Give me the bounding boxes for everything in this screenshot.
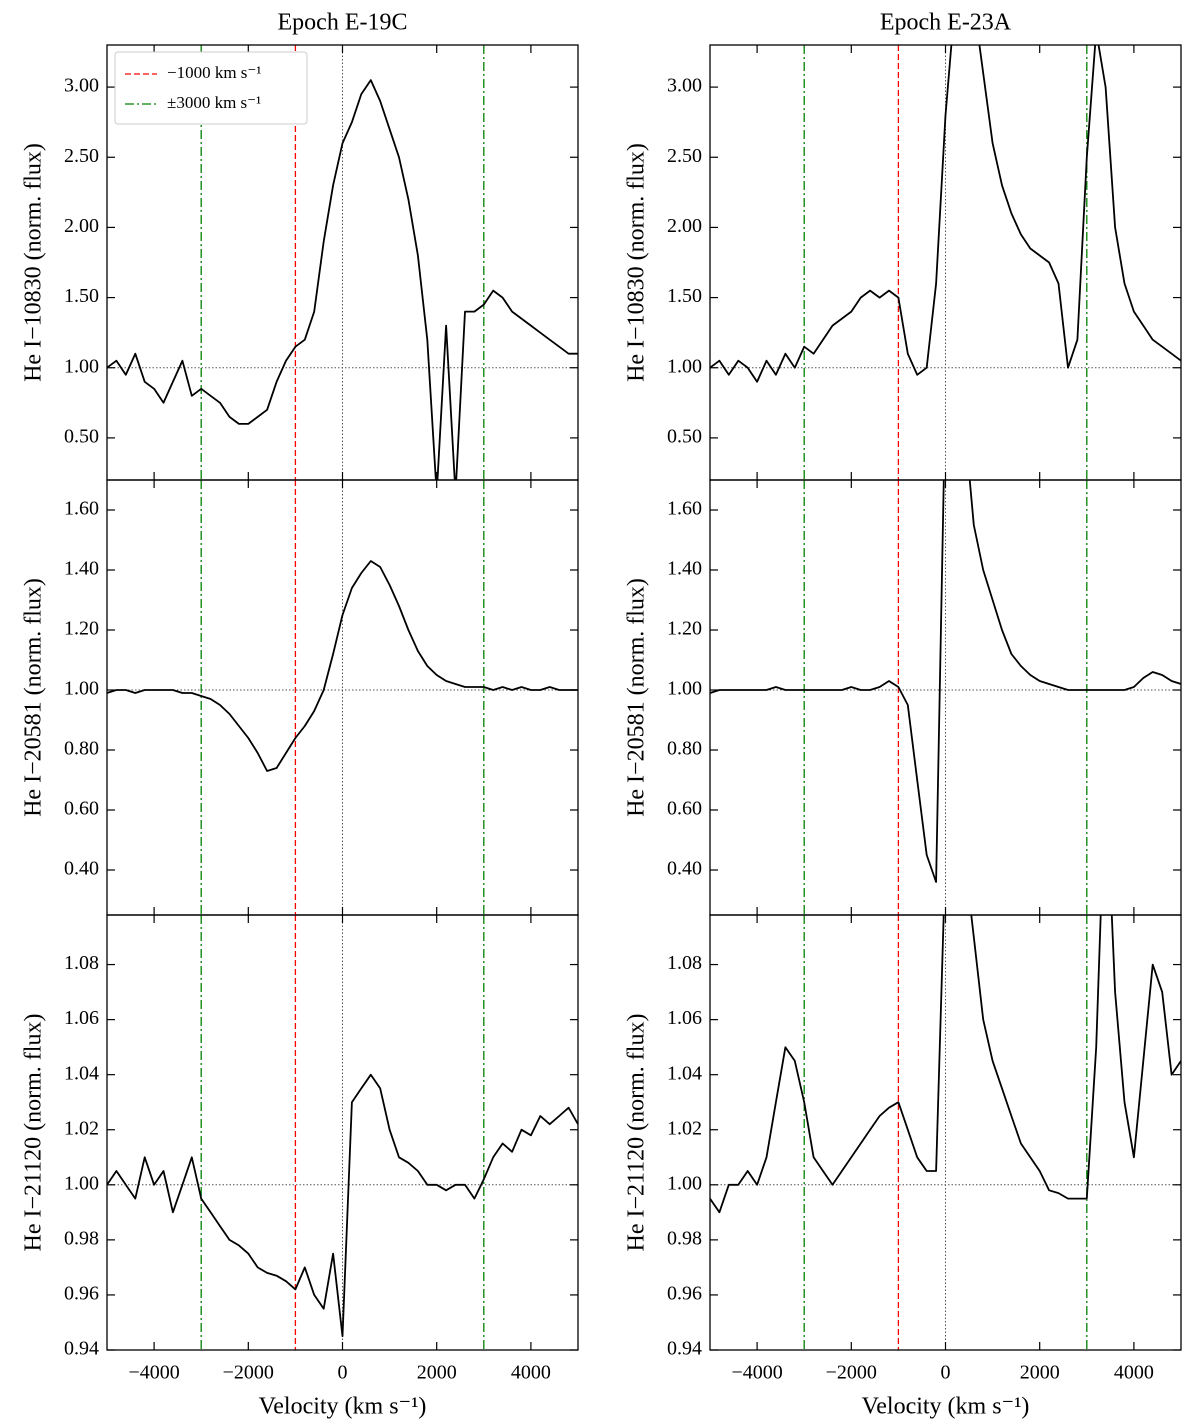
y-tick-label: 2.00 xyxy=(64,215,99,237)
y-tick-label: 1.04 xyxy=(64,1062,99,1084)
y-tick-label: 2.00 xyxy=(667,215,702,237)
y-tick-label: 0.60 xyxy=(667,798,702,820)
panel xyxy=(107,480,578,915)
x-tick-label: 4000 xyxy=(511,1362,551,1384)
panel-title: Epoch E-19C xyxy=(278,10,408,36)
spectrum-line xyxy=(107,560,578,772)
y-tick-label: 1.00 xyxy=(64,1172,99,1194)
y-tick-label: 1.60 xyxy=(667,498,702,520)
y-axis-label: He I−20581 (norm. flux) xyxy=(624,578,650,817)
y-tick-label: 2.50 xyxy=(64,145,99,167)
x-axis-label: Velocity (km s⁻¹) xyxy=(259,1394,427,1420)
y-tick-label: 1.08 xyxy=(667,952,702,974)
y-axis-label: He I−10830 (norm. flux) xyxy=(21,143,47,382)
y-tick-label: 1.00 xyxy=(64,355,99,377)
y-tick-label: 1.40 xyxy=(64,558,99,580)
spectrum-line xyxy=(710,480,1181,883)
panel xyxy=(710,480,1181,915)
y-tick-label: 0.50 xyxy=(667,425,702,447)
y-tick-label: 0.94 xyxy=(64,1338,99,1360)
y-tick-label: 1.06 xyxy=(667,1007,702,1029)
y-tick-label: 1.08 xyxy=(64,952,99,974)
y-axis-label: He I−21120 (norm. flux) xyxy=(21,1014,47,1252)
y-tick-label: 1.20 xyxy=(667,618,702,640)
y-tick-label: 0.80 xyxy=(667,738,702,760)
legend-frame xyxy=(114,51,308,125)
y-tick-label: 1.60 xyxy=(64,498,99,520)
y-tick-label: 1.02 xyxy=(64,1117,99,1139)
panel xyxy=(710,45,1181,480)
x-tick-label: 2000 xyxy=(1020,1362,1060,1384)
y-tick-label: 1.02 xyxy=(667,1117,702,1139)
spectrum-line xyxy=(107,1073,578,1338)
x-tick-label: −2000 xyxy=(826,1362,877,1384)
y-tick-label: 1.50 xyxy=(667,285,702,307)
y-axis-label: He I−21120 (norm. flux) xyxy=(624,1014,650,1252)
y-axis-label: He I−10830 (norm. flux) xyxy=(624,143,650,382)
y-tick-label: 0.50 xyxy=(64,425,99,447)
x-tick-label: −2000 xyxy=(223,1362,274,1384)
x-tick-label: −4000 xyxy=(128,1362,179,1384)
y-tick-label: 3.00 xyxy=(64,75,99,97)
spectrum-line xyxy=(107,79,578,480)
y-tick-label: 1.50 xyxy=(64,285,99,307)
y-tick-label: 1.00 xyxy=(667,1172,702,1194)
y-tick-label: 3.00 xyxy=(667,75,702,97)
y-tick-label: 1.04 xyxy=(667,1062,702,1084)
x-tick-label: 0 xyxy=(338,1362,348,1384)
y-tick-label: 1.06 xyxy=(64,1007,99,1029)
panel-title: Epoch E-23A xyxy=(880,10,1012,36)
y-axis-label: He I−20581 (norm. flux) xyxy=(21,578,47,817)
y-tick-label: 0.40 xyxy=(64,858,99,880)
y-tick-label: 1.00 xyxy=(64,678,99,700)
spectrum-line xyxy=(710,45,1181,383)
y-tick-label: 0.60 xyxy=(64,798,99,820)
x-tick-label: −4000 xyxy=(731,1362,782,1384)
x-tick-label: 0 xyxy=(941,1362,951,1384)
panel xyxy=(107,915,578,1350)
y-tick-label: 0.40 xyxy=(667,858,702,880)
y-tick-label: 0.98 xyxy=(667,1227,702,1249)
y-tick-label: 0.96 xyxy=(64,1283,99,1305)
y-tick-label: 0.98 xyxy=(64,1227,99,1249)
x-tick-label: 2000 xyxy=(417,1362,457,1384)
x-axis-label: Velocity (km s⁻¹) xyxy=(862,1394,1030,1420)
y-tick-label: 0.96 xyxy=(667,1283,702,1305)
x-tick-label: 4000 xyxy=(1114,1362,1154,1384)
y-tick-label: 1.20 xyxy=(64,618,99,640)
y-tick-label: 1.00 xyxy=(667,678,702,700)
panel xyxy=(710,915,1181,1350)
y-tick-label: 2.50 xyxy=(667,145,702,167)
spectrum-line xyxy=(710,915,1181,1214)
legend-label: ±3000 km s⁻¹ xyxy=(167,93,261,112)
y-tick-label: 0.94 xyxy=(667,1338,702,1360)
y-tick-label: 0.80 xyxy=(64,738,99,760)
y-tick-label: 1.00 xyxy=(667,355,702,377)
legend-label: −1000 km s⁻¹ xyxy=(167,63,262,82)
y-tick-label: 1.40 xyxy=(667,558,702,580)
